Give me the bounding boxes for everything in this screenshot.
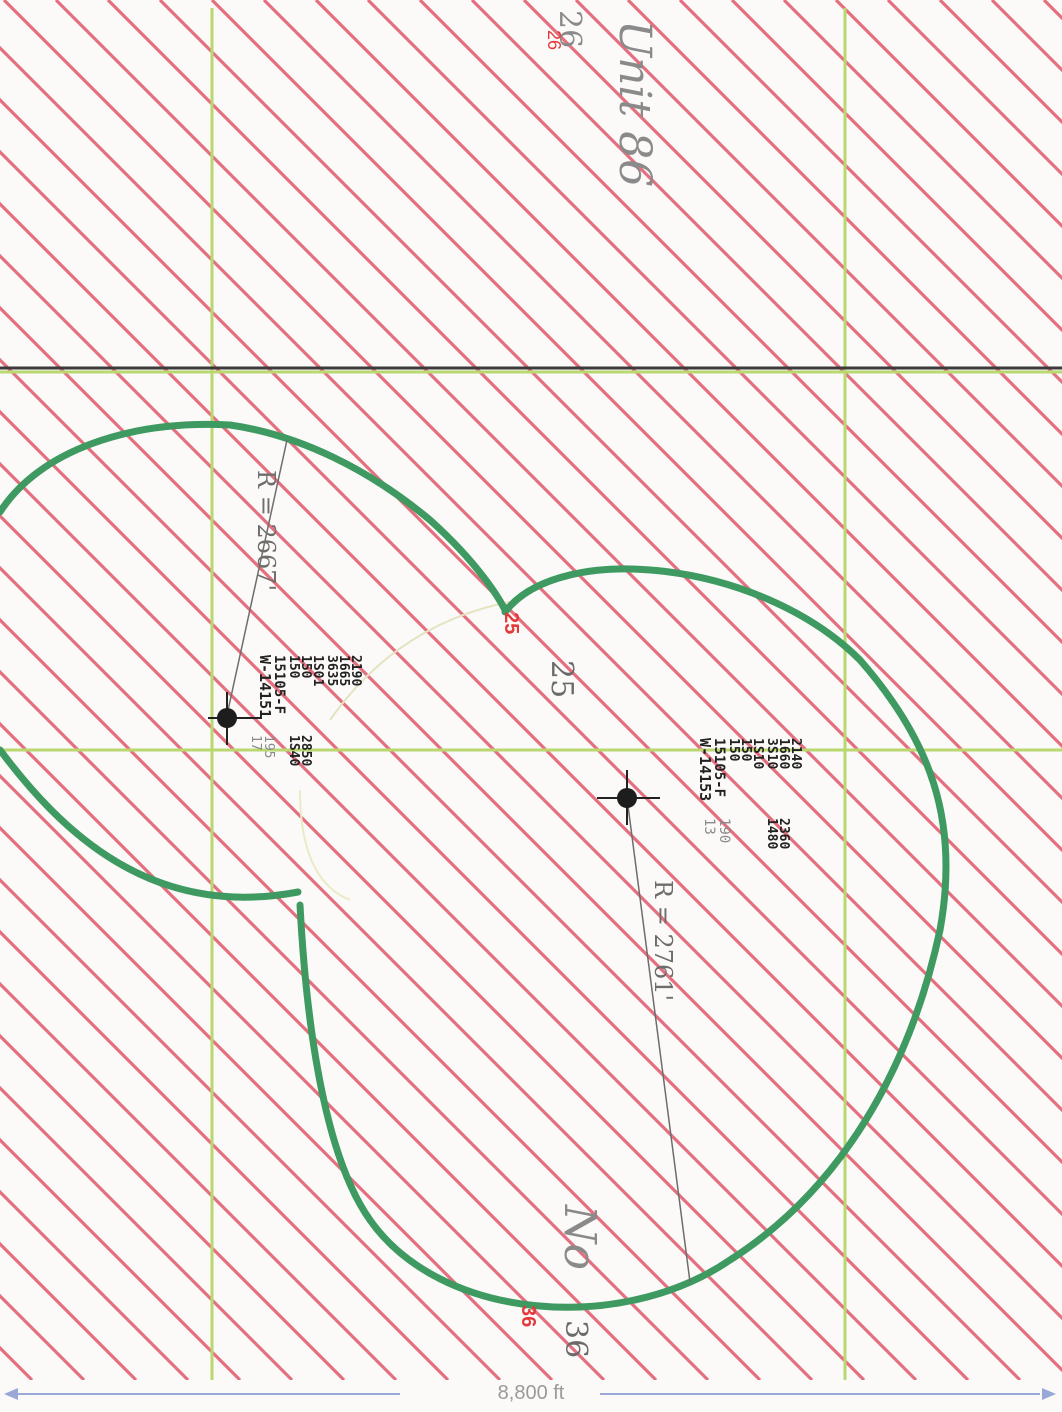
radius-line-lower [626,797,691,1283]
hatch-line [0,877,502,1380]
top-unit-note: Unit 86 [609,20,660,187]
well-lower-value: 150 [738,738,753,762]
hatch-line [54,0,1062,1009]
leased-area-hatching [0,0,1062,1380]
hatch-line [0,513,866,1380]
faint-section-arc [299,789,351,901]
section-36-red: 36 [517,1305,539,1327]
well-lower-value: 1480 [764,818,779,849]
hatch-line [0,981,398,1380]
hatch-line [0,357,1022,1380]
well-lower[interactable] [597,770,660,825]
radius-label-lower: R = 2761' [649,880,677,1001]
well-upper-value: 1665 [336,655,351,686]
hatch-line [886,0,1062,177]
hatch-line [0,721,658,1380]
section-25-red: 25 [500,612,522,634]
hatch-line [2,0,1062,1061]
hatch-line [0,97,1062,1165]
section-26-red: 26 [544,30,564,50]
well-upper[interactable] [208,692,262,745]
hatch-line [106,0,1062,957]
well-lower-value: 1660 [776,738,791,769]
section-25-pencil: 25 [544,660,579,698]
hatch-line [0,1085,294,1380]
well-upper-id: W-14151 [256,655,274,718]
hatch-line [990,0,1062,73]
well-lower-value: 1S10 [750,738,765,769]
section-26-pencil: 26 [552,10,587,48]
well-symbol-icon [217,708,237,728]
hatch-line [0,461,918,1380]
radius-line-upper [226,439,288,716]
well-lower-value: 2140 [788,738,803,769]
well-symbol-icon [617,788,637,808]
hatch-line [366,0,1062,697]
hatch-line [678,0,1062,385]
hatch-line [470,0,1062,593]
arrow-left-icon [4,1388,18,1400]
hatch-line [0,617,762,1380]
bottom-pencil-note: No [554,1204,605,1270]
well-upper-note: 17 [248,735,263,751]
hatch-line [0,773,606,1380]
hatch-line [158,0,1062,905]
drainage-boundary-upper [0,420,509,614]
well-upper-value: 2190 [348,655,363,686]
hatch-line [626,0,1062,437]
hatch-line [0,565,814,1380]
hatch-line [210,0,1062,853]
hatch-line [0,1033,346,1380]
well-upper-value: 1S40 [286,735,301,766]
hatch-line [0,825,554,1380]
section-36-pencil: 36 [558,1320,593,1358]
faint-section-arc [329,599,521,721]
well-lower-stamp: 15105-F [711,738,727,797]
hatch-line [314,0,1062,749]
scale-bar [4,1388,1056,1400]
scale-label: 8,800 ft [497,1382,565,1404]
well-upper-value: 3635 [324,655,339,686]
hatch-line [574,0,1062,489]
radius-label-upper: R = 2667' [252,470,280,591]
well-lower-id: W-14153 [696,738,714,801]
well-lower-value: 2360 [776,818,791,849]
hatch-line [730,0,1062,333]
well-upper-value: 150 [286,655,301,679]
hatch-line [0,669,710,1380]
hatch-line [782,0,1062,281]
drainage-boundary-lower [296,565,950,1311]
hatch-line [0,409,970,1380]
well-upper-stamp: 15105-F [271,655,287,714]
hatch-line [0,201,1062,1269]
hatch-line [262,0,1062,801]
hatch-line [0,929,450,1380]
hatch-line [418,0,1062,645]
hatch-line [0,45,1062,1113]
well-upper-value: 2850 [298,735,313,766]
drainage-boundary-hook [0,746,302,901]
hatch-line [0,149,1062,1217]
hatch-line [834,0,1062,229]
well-lower-value: 3S10 [764,738,779,769]
hatch-line [0,253,1062,1321]
well-lower-note: 190 [716,818,732,843]
arrow-right-icon [1042,1388,1056,1400]
well-upper-note: 195 [261,735,276,758]
hatch-line [0,1137,242,1380]
well-upper-value: 1S01 [310,655,325,686]
hatch-line [522,0,1062,541]
well-upper-value: 150 [298,655,313,679]
well-lower-note: 13 [701,818,717,835]
well-lower-value: 150 [726,738,741,762]
